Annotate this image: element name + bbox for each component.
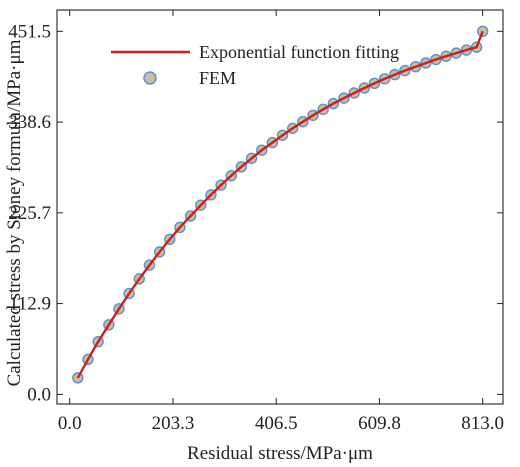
y-tick-label: 338.6 bbox=[8, 112, 51, 133]
fit-line bbox=[76, 30, 484, 379]
y-axis-label: Calculated stress by Stoney formula/MPa·… bbox=[4, 39, 25, 386]
x-tick-label: 813.0 bbox=[461, 413, 504, 434]
x-tick-label: 609.8 bbox=[358, 413, 401, 434]
legend: Exponential function fitting FEM bbox=[111, 42, 399, 88]
x-axis-label: Residual stress/MPa·μm bbox=[187, 443, 373, 464]
plot-frame bbox=[56, 9, 504, 405]
legend-entry-fem: FEM bbox=[199, 68, 236, 88]
x-tick-label: 0.0 bbox=[58, 413, 82, 434]
y-tick-label: 225.7 bbox=[8, 203, 51, 224]
x-tick-label: 203.3 bbox=[152, 413, 195, 434]
legend-entry-fit: Exponential function fitting bbox=[199, 42, 399, 62]
axes bbox=[56, 9, 504, 405]
y-tick-label: 451.5 bbox=[8, 21, 51, 42]
y-tick-label: 112.9 bbox=[9, 294, 51, 315]
ticks: 0.0 203.3 406.5 609.8 813.0 0.0 112.9 225.7 338.… bbox=[8, 10, 504, 434]
y-tick-label: 0.0 bbox=[27, 384, 51, 405]
plot-area bbox=[72, 25, 489, 384]
x-tick-label: 406.5 bbox=[255, 413, 298, 434]
legend-marker-swatch bbox=[143, 71, 157, 85]
